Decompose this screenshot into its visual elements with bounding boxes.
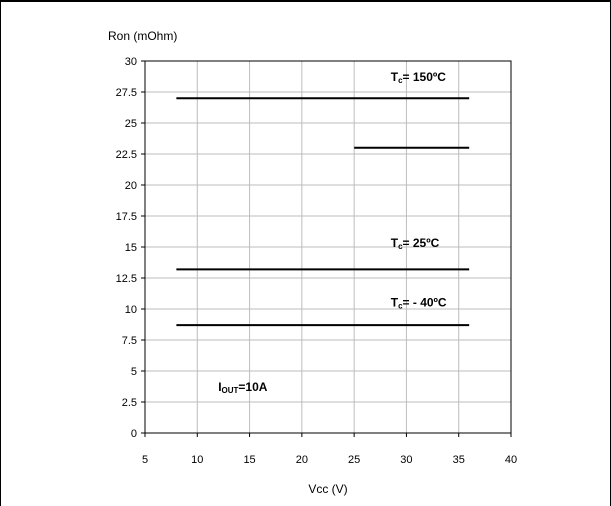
y-tick-label: 30 bbox=[125, 56, 137, 68]
x-tick-label: 20 bbox=[296, 454, 308, 466]
annotation-t150: Tc= 150ºC bbox=[391, 70, 447, 85]
x-tick-label: 15 bbox=[243, 454, 255, 466]
grid bbox=[145, 61, 511, 433]
y-tick-label: 22.5 bbox=[116, 149, 137, 161]
x-tick-label: 30 bbox=[400, 454, 412, 466]
y-tick-label: 10 bbox=[125, 304, 137, 316]
series-lines bbox=[176, 97, 470, 327]
annotation-t25: Tc= 25ºC bbox=[391, 236, 440, 251]
y-axis-title: Ron (mOhm) bbox=[108, 29, 177, 43]
y-tick-label: 27.5 bbox=[116, 87, 137, 99]
annotation-iout: IOUT=10A bbox=[218, 380, 268, 395]
y-tick-label: 2.5 bbox=[122, 397, 137, 409]
annotations: Tc= 150ºC Tc= 25ºC Tc= - 40ºC IOUT=10A bbox=[218, 70, 447, 395]
y-tick-label: 7.5 bbox=[122, 335, 137, 347]
x-tick-label: 40 bbox=[505, 454, 517, 466]
annotation-tm40: Tc= - 40ºC bbox=[391, 296, 447, 311]
x-tick-label: 5 bbox=[142, 454, 148, 466]
y-tick-label: 15 bbox=[125, 242, 137, 254]
y-axis: 0 2.5 5 7.5 10 12.5 15 17.5 20 22.5 25 27.5 30 bbox=[116, 56, 145, 440]
y-tick-label: 20 bbox=[125, 180, 137, 192]
x-axis: 5 10 15 20 25 30 35 40 bbox=[142, 433, 517, 466]
y-tick-label: 12.5 bbox=[116, 273, 137, 285]
y-tick-label: 0 bbox=[131, 428, 137, 440]
y-tick-label: 5 bbox=[131, 366, 137, 378]
x-tick-label: 10 bbox=[191, 454, 203, 466]
x-tick-label: 35 bbox=[453, 454, 465, 466]
y-tick-label: 25 bbox=[125, 118, 137, 130]
x-tick-label: 25 bbox=[348, 454, 360, 466]
x-axis-title: Vcc (V) bbox=[308, 482, 347, 496]
y-tick-label: 17.5 bbox=[116, 211, 137, 223]
